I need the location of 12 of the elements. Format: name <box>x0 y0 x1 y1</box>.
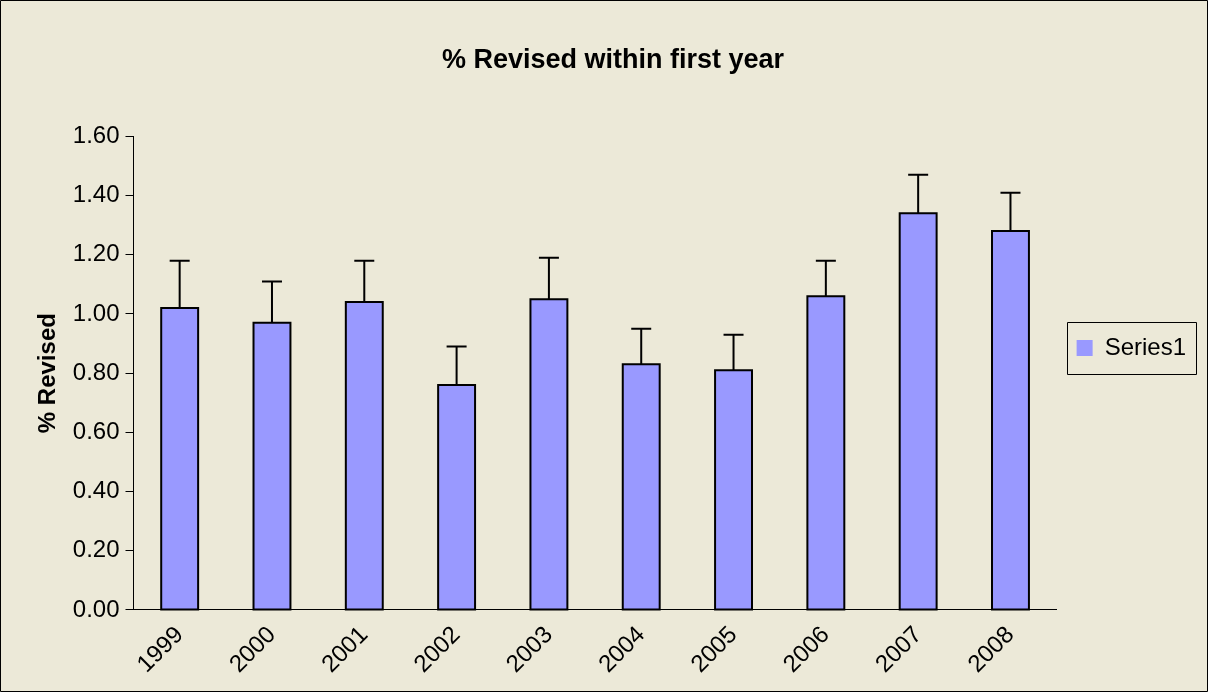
y-tick-label: 1.00 <box>72 298 120 326</box>
y-axis-title: % Revised <box>33 313 61 434</box>
y-tick-label: 1.20 <box>72 239 120 267</box>
y-tick-label: 0.80 <box>72 357 120 385</box>
y-tick-label: 0.20 <box>72 535 120 563</box>
chart-title: % Revised within first year <box>441 43 785 74</box>
y-tick-label: 0.00 <box>72 594 120 622</box>
y-tick-label: 0.60 <box>72 416 120 444</box>
y-tick-label: 1.40 <box>72 180 120 208</box>
legend-label: Series1 <box>1104 332 1186 360</box>
y-tick-label: 1.60 <box>72 121 120 149</box>
y-tick-label: 0.40 <box>72 476 120 504</box>
